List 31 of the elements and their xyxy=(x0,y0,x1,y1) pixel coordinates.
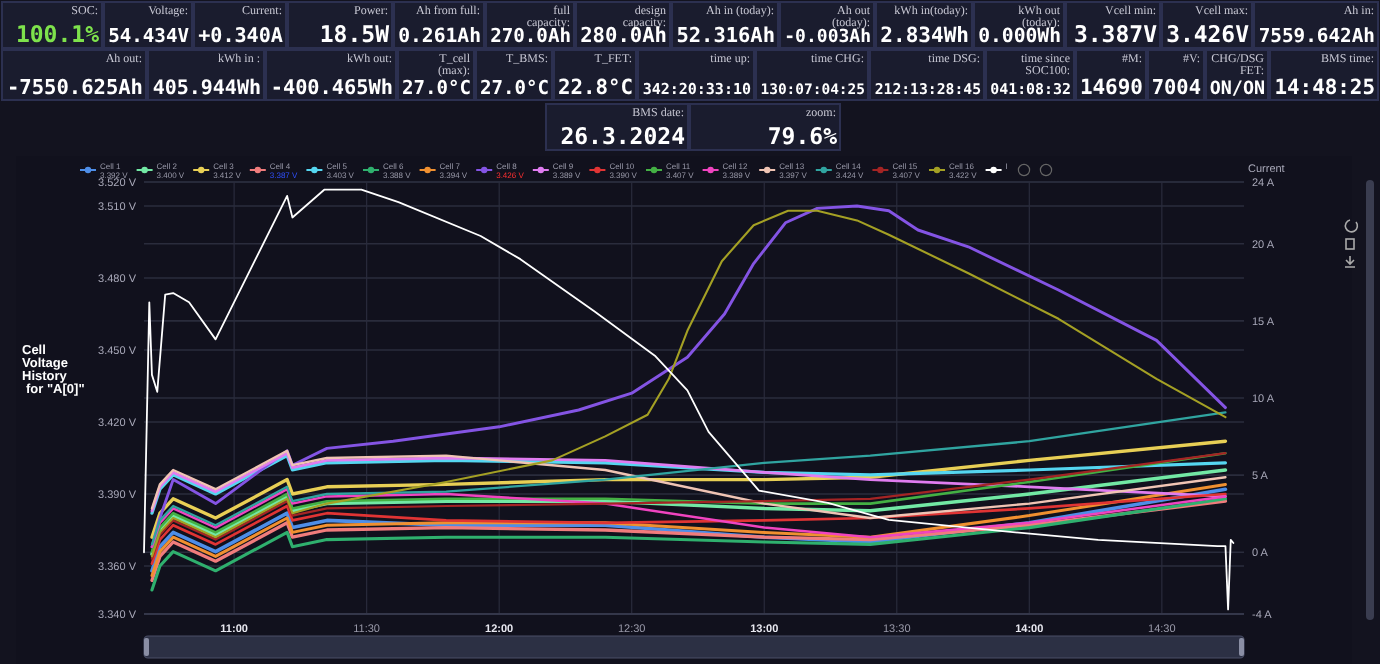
text: 7559.642Ah xyxy=(1258,26,1376,48)
text: 14:48:25 xyxy=(1274,76,1375,100)
text: -0.003Ah xyxy=(784,28,871,48)
text: ON/ON xyxy=(1209,78,1265,100)
line-series xyxy=(143,188,1235,611)
text: 27.0°C xyxy=(402,78,472,100)
text: -400.465Wh xyxy=(270,78,393,100)
text: -7550.625Ah xyxy=(7,76,143,100)
text: 280.0Ah xyxy=(580,24,667,48)
text: 2.834Wh xyxy=(880,24,969,48)
text: 3.426V xyxy=(1166,20,1250,48)
text: 7004 xyxy=(1151,76,1201,100)
text: 18.5W xyxy=(319,20,390,48)
text: 79.6% xyxy=(767,122,838,150)
text: 3.387V xyxy=(1073,20,1158,48)
text: 26.3.2024 xyxy=(560,122,686,150)
text: 0.261Ah xyxy=(398,26,482,48)
text: 100.1% xyxy=(15,20,100,48)
text: +0.340A xyxy=(198,26,283,48)
text: 54.434V xyxy=(108,26,190,48)
line-series xyxy=(150,487,1227,549)
text: 405.944Wh xyxy=(152,78,261,100)
line-series xyxy=(150,468,1228,556)
text: 270.0Ah xyxy=(490,26,572,48)
text: 0.000Wh xyxy=(978,26,1062,48)
text: 14690 xyxy=(1079,76,1143,100)
line-series xyxy=(150,411,1227,546)
text: 52.316Ah xyxy=(676,24,775,48)
text: 27.0°C xyxy=(480,78,550,100)
line-series xyxy=(150,439,1228,539)
text: 22.8°C xyxy=(558,76,633,100)
